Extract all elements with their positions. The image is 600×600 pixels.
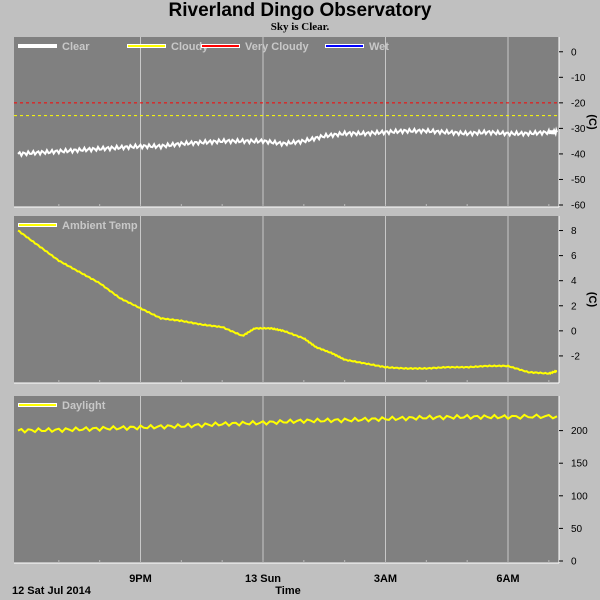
plot-area [14, 396, 559, 563]
x-start-date: 12 Sat Jul 2014 [12, 585, 92, 597]
y-tick-label: 8 [571, 226, 577, 237]
y-tick-label: -50 [571, 175, 586, 186]
x-tick-label: 13 Sun [245, 573, 281, 585]
legend-label: Very Cloudy [245, 41, 309, 53]
chart-panel-3: 200 150 100 50 0 Daylight [14, 396, 588, 568]
y-tick-label: -40 [571, 149, 586, 160]
page-title: Riverland Dingo Observatory [168, 0, 432, 21]
y-tick-label: -60 [571, 201, 586, 212]
sky-status: Sky is Clear. [270, 21, 330, 33]
y-tick-label: 50 [571, 524, 583, 535]
legend-label: Clear [62, 41, 90, 53]
y-tick-label: 2 [571, 301, 577, 312]
y-tick-label: 0 [571, 47, 577, 58]
legend-label: Cloudy [171, 41, 209, 53]
x-tick-label: 6AM [496, 573, 519, 585]
series-line-daylight [17, 413, 558, 434]
legend-label: Wet [369, 41, 389, 53]
y-tick-label: -20 [571, 98, 586, 109]
series-line-clear [17, 126, 558, 158]
plot-area [14, 37, 559, 207]
y-tick-label: 6 [571, 251, 577, 262]
legend-label: Ambient Temp [62, 220, 138, 232]
chart-panel-1: 0 -10 -20 -30 -40 -50 -60 (C) Clear Cloudy Very Cl… [14, 37, 598, 212]
y-tick-label: 4 [571, 276, 577, 287]
y-tick-label: 150 [571, 459, 588, 470]
x-axis-title: Time [275, 585, 300, 597]
y-tick-label: -2 [571, 351, 580, 362]
chart-panel-2: 8 6 4 2 0 -2 (C) Ambient Temp [14, 216, 598, 384]
legend-label: Daylight [62, 400, 106, 412]
y-tick-label: 100 [571, 491, 588, 502]
y-tick-label: 0 [571, 326, 577, 337]
y-axis-unit: (C) [586, 114, 598, 130]
y-axis-unit: (C) [586, 292, 598, 308]
y-tick-label: 0 [571, 557, 577, 568]
y-tick-label: -30 [571, 124, 586, 135]
y-tick-label: -10 [571, 73, 586, 84]
series-line-ambient-temp [17, 229, 558, 375]
plot-area [14, 216, 559, 383]
x-tick-label: 9PM [129, 573, 152, 585]
x-tick-label: 3AM [374, 573, 397, 585]
y-tick-label: 200 [571, 426, 588, 437]
